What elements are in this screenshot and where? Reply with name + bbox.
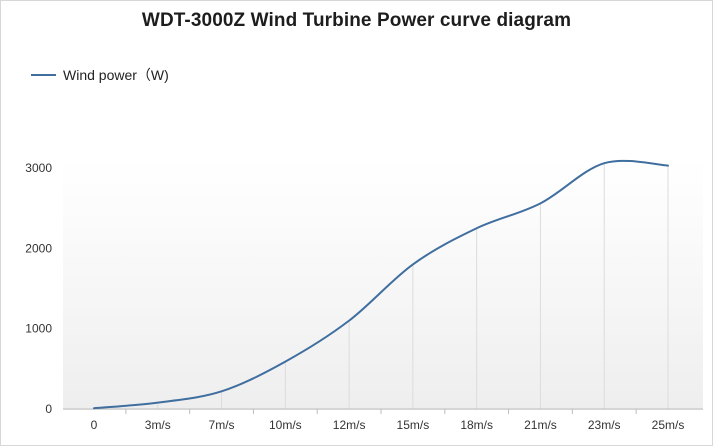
x-tick-label-2: 7m/s xyxy=(209,418,235,432)
y-tick-label-1: 1000 xyxy=(25,322,52,336)
x-tick-label-1: 3m/s xyxy=(145,418,171,432)
vertical-gridlines xyxy=(157,163,669,409)
x-tick-label-8: 23m/s xyxy=(588,418,621,432)
x-tick-label-6: 18m/s xyxy=(460,418,493,432)
y-tick-label-2: 2000 xyxy=(25,241,52,255)
x-tick-labels: 0 3m/s 7m/s 10m/s 12m/s 15m/s 18m/s 21m/s 23m/s 2… xyxy=(91,418,685,432)
plot-background xyxy=(63,160,703,410)
y-tick-label-3: 3000 xyxy=(25,161,52,175)
y-tick-labels: 0 1000 2000 3000 xyxy=(25,161,52,416)
x-tick-label-3: 10m/s xyxy=(269,418,302,432)
x-tick-label-5: 15m/s xyxy=(397,418,430,432)
series-line-wind-power xyxy=(93,159,669,410)
series-layer xyxy=(93,159,669,410)
legend-label: Wind power（W) xyxy=(63,67,169,83)
x-tick-label-9: 25m/s xyxy=(652,418,685,432)
axes xyxy=(63,408,703,414)
chart-title: WDT-3000Z Wind Turbine Power curve diagr… xyxy=(141,10,572,31)
x-tick-label-0: 0 xyxy=(91,418,98,432)
x-tick-label-4: 12m/s xyxy=(333,418,366,432)
legend-swatch xyxy=(31,74,56,76)
legend: Wind power（W) xyxy=(31,66,169,84)
y-tick-label-0: 0 xyxy=(45,402,52,416)
x-tick-label-7: 21m/s xyxy=(524,418,557,432)
